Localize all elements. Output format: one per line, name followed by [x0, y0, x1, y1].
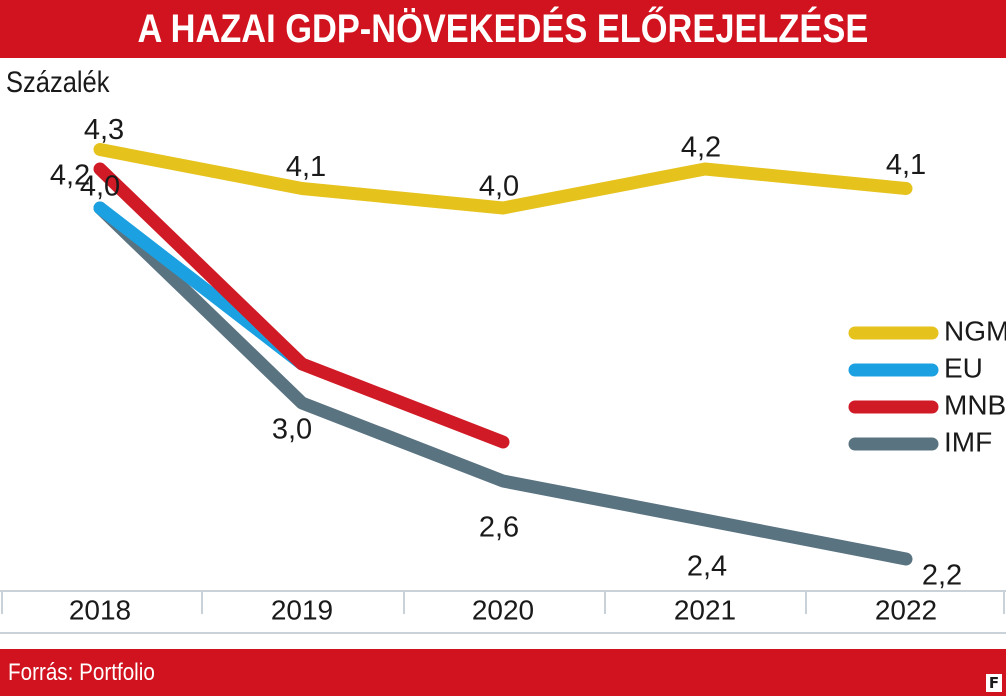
data-label: 4,1 — [286, 151, 326, 183]
data-label: 4,1 — [886, 149, 926, 181]
x-tick-label: 2020 — [472, 594, 534, 625]
chart-title: A HAZAI GDP-NÖVEKEDÉS ELŐREJELZÉSE — [137, 6, 869, 51]
data-label: 4,0 — [80, 171, 120, 203]
legend-label-imf: IMF — [944, 426, 992, 457]
legend-label-mnb: MNB — [944, 389, 1006, 420]
series-line-mnb — [93, 162, 510, 449]
data-label: 4,2 — [50, 160, 90, 192]
data-label: 4,0 — [479, 171, 519, 203]
series-line-ngm — [93, 143, 913, 215]
legend-label-eu: EU — [944, 352, 983, 383]
source-label: Forrás: Portfolio — [8, 659, 155, 686]
data-label: 4,2 — [681, 132, 721, 164]
x-tick-label: 2021 — [674, 594, 736, 625]
data-label: 3,0 — [272, 414, 312, 446]
x-tick-label: 2019 — [271, 594, 333, 625]
legend-label-ngm: NGM — [944, 315, 1006, 346]
chart-title-bar: A HAZAI GDP-NÖVEKEDÉS ELŐREJELZÉSE — [0, 0, 1006, 58]
footer-bar: Forrás: Portfolio F — [0, 649, 1006, 696]
data-label: 2,4 — [687, 551, 727, 583]
series-line-imf — [93, 201, 913, 566]
x-tick-label: 2018 — [69, 594, 131, 625]
data-label: 2,6 — [479, 512, 519, 544]
x-tick-label: 2022 — [875, 594, 937, 625]
data-label: 4,3 — [84, 114, 124, 146]
portfolio-logo-icon: F — [986, 674, 1002, 692]
y-axis-label: Százalék — [6, 66, 110, 99]
data-label: 2,2 — [922, 560, 962, 592]
